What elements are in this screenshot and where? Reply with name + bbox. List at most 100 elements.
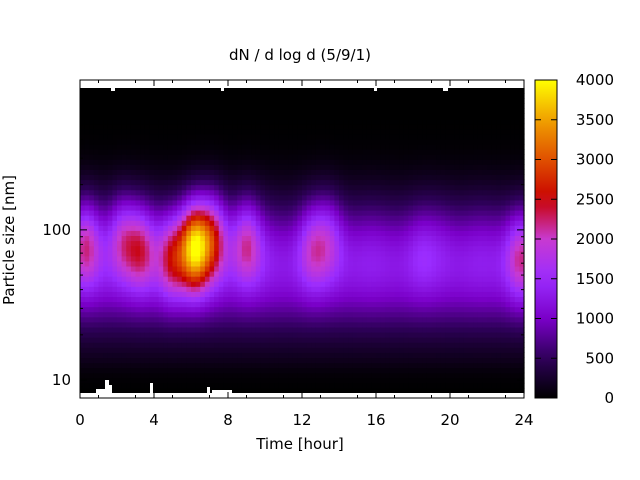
heatmap-cell xyxy=(454,281,460,287)
heatmap-cell xyxy=(140,245,146,252)
heatmap-cell xyxy=(426,103,433,109)
heatmap-cell xyxy=(84,128,90,135)
heatmap-cell xyxy=(214,113,220,120)
heatmap-cell xyxy=(269,133,275,140)
heatmap-cell xyxy=(93,204,100,211)
heatmap-cell xyxy=(218,260,224,267)
heatmap-cell xyxy=(126,133,132,140)
heatmap-cell xyxy=(241,179,248,186)
heatmap-cell xyxy=(450,210,456,216)
heatmap-cell xyxy=(302,113,308,120)
heatmap-cell xyxy=(186,88,192,94)
heatmap-cell xyxy=(357,98,363,104)
heatmap-cell xyxy=(251,199,257,206)
heatmap-cell xyxy=(149,271,155,277)
heatmap-cell xyxy=(163,143,169,150)
heatmap-cell xyxy=(357,138,363,145)
heatmap-cell xyxy=(450,245,456,252)
heatmap-cell xyxy=(311,123,317,130)
heatmap-cell xyxy=(144,143,150,150)
heatmap-cell xyxy=(265,138,271,145)
heatmap-cell xyxy=(417,296,423,303)
heatmap-cell xyxy=(459,387,465,394)
heatmap-cell xyxy=(163,260,169,267)
heatmap-cell xyxy=(130,245,137,252)
heatmap-cell xyxy=(311,88,317,94)
heatmap-cell xyxy=(450,88,456,94)
heatmap-cell xyxy=(371,316,377,323)
heatmap-cell xyxy=(223,174,229,181)
heatmap-cell xyxy=(436,189,442,196)
heatmap-cell xyxy=(163,103,169,109)
heatmap-cell xyxy=(431,118,437,125)
heatmap-cell xyxy=(334,118,340,125)
heatmap-cell xyxy=(149,220,155,226)
heatmap-cell xyxy=(431,138,437,145)
heatmap-cell xyxy=(195,159,201,165)
heatmap-cell xyxy=(195,133,201,140)
heatmap-cell xyxy=(121,377,127,384)
heatmap-cell xyxy=(394,311,400,318)
heatmap-cell xyxy=(403,93,409,99)
heatmap-cell xyxy=(343,179,349,186)
heatmap-cell xyxy=(84,113,90,120)
heatmap-cell xyxy=(172,154,178,160)
heatmap-cell xyxy=(260,291,266,298)
heatmap-cell xyxy=(389,347,396,353)
heatmap-cell xyxy=(403,149,409,155)
heatmap-cell xyxy=(343,245,349,252)
heatmap-cell xyxy=(352,225,359,231)
heatmap-cell xyxy=(204,235,211,242)
heatmap-cell xyxy=(445,367,451,374)
heatmap-cell xyxy=(167,367,174,374)
heatmap-cell xyxy=(385,337,391,343)
heatmap-cell xyxy=(311,250,317,257)
heatmap-cell xyxy=(204,240,211,247)
heatmap-cell xyxy=(135,387,141,394)
heatmap-cell xyxy=(362,250,368,257)
heatmap-cell xyxy=(265,301,271,308)
heatmap-cell xyxy=(209,255,215,262)
heatmap-cell xyxy=(348,103,354,109)
heatmap-cell xyxy=(93,306,100,313)
heatmap-cell xyxy=(246,326,252,333)
heatmap-cell xyxy=(403,347,409,353)
heatmap-cell xyxy=(191,133,197,140)
heatmap-cell xyxy=(413,164,419,170)
heatmap-cell xyxy=(117,337,123,343)
heatmap-cell xyxy=(297,321,303,328)
heatmap-cell xyxy=(371,321,377,328)
heatmap-cell xyxy=(450,382,456,389)
heatmap-cell xyxy=(260,387,266,394)
heatmap-cell xyxy=(371,235,377,242)
heatmap-cell xyxy=(228,250,234,257)
heatmap-cell xyxy=(84,143,90,150)
heatmap-cell xyxy=(376,265,382,272)
heatmap-cell xyxy=(440,174,446,181)
heatmap-cell xyxy=(417,199,423,206)
heatmap-cell xyxy=(154,189,160,196)
heatmap-cell xyxy=(265,235,271,242)
heatmap-cell xyxy=(93,296,100,303)
heatmap-cell xyxy=(302,281,308,287)
heatmap-cell xyxy=(163,128,169,135)
heatmap-cell xyxy=(223,240,229,247)
heatmap-cell xyxy=(463,372,470,379)
heatmap-cell xyxy=(325,306,331,313)
heatmap-cell xyxy=(158,326,164,333)
heatmap-cell xyxy=(103,113,109,120)
heatmap-cell xyxy=(112,179,118,186)
heatmap-cell xyxy=(117,108,123,115)
heatmap-cell xyxy=(144,387,150,394)
heatmap-cell xyxy=(380,88,386,94)
heatmap-cell xyxy=(246,245,252,252)
heatmap-cell xyxy=(274,240,280,247)
heatmap-cell xyxy=(200,215,206,221)
heatmap-cell xyxy=(232,164,238,170)
heatmap-cell xyxy=(389,179,396,186)
heatmap-cell xyxy=(422,255,428,262)
heatmap-cell xyxy=(436,311,442,318)
heatmap-cell xyxy=(251,179,257,186)
heatmap-cell xyxy=(237,123,243,130)
heatmap-cell xyxy=(357,204,363,211)
